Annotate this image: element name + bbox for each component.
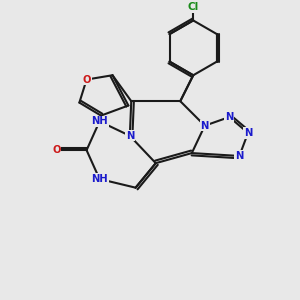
Text: NH: NH bbox=[91, 116, 108, 126]
Text: O: O bbox=[82, 75, 91, 85]
Text: N: N bbox=[126, 131, 134, 141]
Text: O: O bbox=[52, 145, 61, 155]
Text: N: N bbox=[201, 121, 209, 131]
Text: Cl: Cl bbox=[188, 2, 199, 13]
Text: N: N bbox=[235, 151, 244, 161]
Text: N: N bbox=[225, 112, 233, 122]
Text: N: N bbox=[244, 128, 252, 138]
Text: NH: NH bbox=[91, 174, 108, 184]
